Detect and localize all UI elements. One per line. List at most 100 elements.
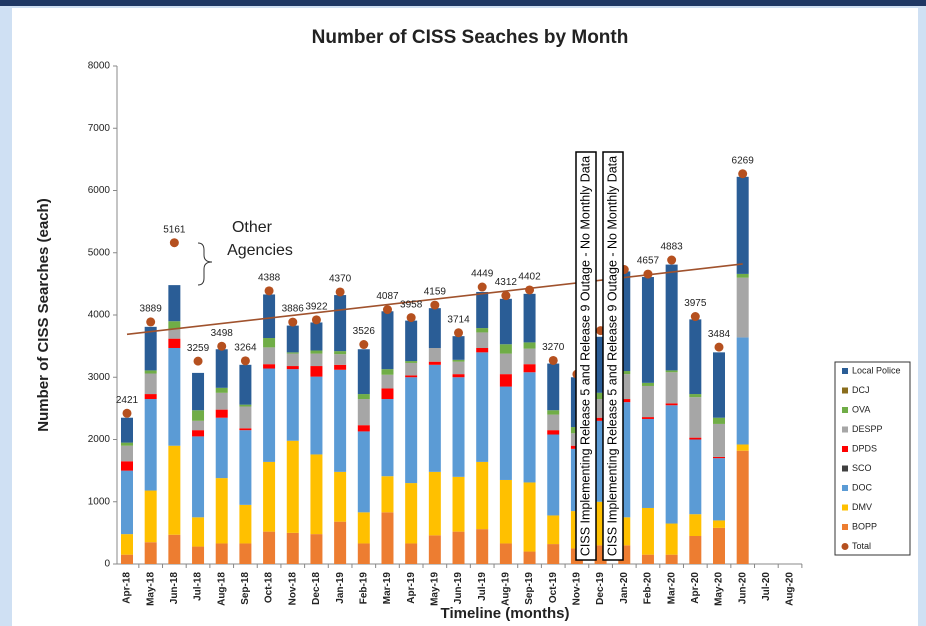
bar-segment xyxy=(405,483,418,544)
legend-label: BOPP xyxy=(852,521,877,531)
bar-segment xyxy=(736,273,749,278)
bar-segment xyxy=(452,377,465,477)
bar-segment xyxy=(310,353,323,367)
bar-segment xyxy=(689,319,702,395)
bar-segment xyxy=(665,403,678,406)
bar-segment xyxy=(736,277,749,338)
bar-segment xyxy=(665,405,678,524)
x-tick-label: Jun-18 xyxy=(169,572,180,605)
trend-line xyxy=(126,263,743,336)
total-label: 2421 xyxy=(116,395,139,406)
y-tick-label: 3000 xyxy=(88,372,111,383)
y-axis-label: Number of CISS Searches (each) xyxy=(35,198,52,431)
x-tick-label: May-18 xyxy=(145,572,156,606)
bar-segment xyxy=(286,353,299,367)
x-tick-label: Jan-20 xyxy=(619,572,630,604)
bar-segment xyxy=(405,320,418,362)
bar-segment xyxy=(357,349,370,395)
legend-label: Local Police xyxy=(852,365,901,375)
bar-segment xyxy=(263,294,276,339)
x-tick-label: May-20 xyxy=(714,572,725,606)
bar-segment xyxy=(357,431,370,513)
total-label: 4312 xyxy=(495,277,518,288)
total-label: 4388 xyxy=(258,272,281,283)
bar-segment xyxy=(286,440,299,533)
total-marker xyxy=(288,317,298,327)
total-marker xyxy=(548,355,558,365)
total-marker xyxy=(240,356,250,366)
bar-segment xyxy=(286,369,299,441)
bar-segment xyxy=(215,409,228,418)
bar-segment xyxy=(689,439,702,515)
legend-swatch xyxy=(842,407,848,413)
bar-segment xyxy=(523,342,536,349)
x-tick-label: Feb-19 xyxy=(358,572,369,605)
bar-segment xyxy=(381,512,394,564)
bar-segment xyxy=(121,461,133,471)
x-tick-label: Sep-19 xyxy=(524,572,535,605)
total-label: 3264 xyxy=(234,342,257,353)
x-tick-label: Jun-19 xyxy=(453,572,464,605)
bar-segment xyxy=(713,352,725,418)
annotation-box xyxy=(575,151,597,561)
total-label: 3889 xyxy=(140,304,163,315)
bar-segment xyxy=(263,368,276,462)
bar-segment xyxy=(357,543,370,564)
bar-segment xyxy=(121,417,133,443)
x-axis-label: Timeline (months) xyxy=(441,605,570,622)
annotation: CISS Implementing Release 5 and Release … xyxy=(578,156,592,556)
bar-segment xyxy=(452,359,465,362)
bar-segment xyxy=(428,364,441,472)
bar-segment xyxy=(405,362,418,376)
x-tick-label: Oct-18 xyxy=(264,572,275,604)
x-tick-label: Aug-20 xyxy=(785,572,796,606)
bar-segment xyxy=(641,277,654,383)
x-tick-label: Dec-19 xyxy=(595,572,606,605)
bar-segment xyxy=(736,176,749,274)
total-label: 3714 xyxy=(447,314,470,325)
bar-segment xyxy=(499,298,512,345)
bar-segment xyxy=(736,450,749,564)
legend-label: DOC xyxy=(852,482,873,492)
brace xyxy=(197,242,213,286)
bar-segment xyxy=(121,442,133,446)
bar-segment xyxy=(713,520,725,528)
bar-segment xyxy=(547,544,560,564)
legend-label: DPDS xyxy=(852,443,877,453)
bar-segment xyxy=(523,348,536,365)
bar-segment xyxy=(263,531,276,564)
annotation: CISS Implementing Release 5 and Release … xyxy=(605,156,619,556)
total-marker xyxy=(359,340,369,350)
bar-segment xyxy=(192,436,205,518)
bar-segment xyxy=(547,430,560,435)
bar-segment xyxy=(665,370,678,373)
bar-segment xyxy=(215,349,228,388)
bar-segment xyxy=(144,370,157,374)
bar-segment xyxy=(499,543,512,564)
total-marker xyxy=(146,317,156,327)
y-tick-label: 0 xyxy=(104,559,110,570)
bar-segment xyxy=(239,543,252,564)
bar-segment xyxy=(121,445,133,462)
bar-segment xyxy=(239,428,252,431)
bar-segment xyxy=(499,479,512,544)
legend-label: DESPP xyxy=(852,424,883,434)
total-label: 4657 xyxy=(637,256,660,267)
bar-segment xyxy=(310,322,323,351)
bar-segment xyxy=(239,404,252,407)
bar-segment xyxy=(428,347,441,362)
x-tick-label: Mar-20 xyxy=(666,572,677,605)
bar-segment xyxy=(381,311,394,370)
bar-segment xyxy=(144,373,157,395)
bar-segment xyxy=(689,514,702,536)
total-marker xyxy=(169,238,179,248)
bar-segment xyxy=(689,437,702,440)
x-tick-label: Feb-20 xyxy=(643,572,654,605)
bar-segment xyxy=(428,361,441,365)
bar-segment xyxy=(334,364,347,370)
bar-segment xyxy=(144,542,157,564)
bar-segment xyxy=(239,406,252,429)
total-marker xyxy=(501,291,511,301)
bar-segment xyxy=(405,543,418,564)
y-tick-label: 7000 xyxy=(88,123,111,134)
